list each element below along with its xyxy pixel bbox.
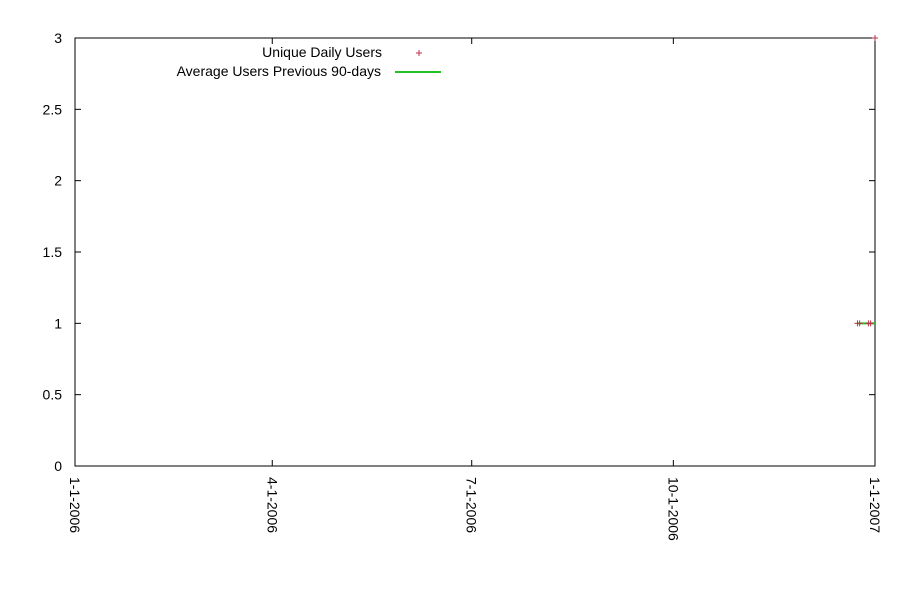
y-tick-label: 0 (54, 458, 62, 474)
x-tick-label: 4-1-2006 (264, 477, 280, 533)
x-tick-label: 1-1-2006 (67, 477, 83, 533)
x-axis: 1-1-2006 4-1-2006 7-1-2006 10-1-2006 1-1-200… (67, 38, 883, 541)
y-axis: 0 0.5 1 1.5 2 2.5 3 (43, 30, 875, 474)
plot-area (854, 35, 878, 327)
y-tick-label: 2 (54, 173, 62, 189)
legend-marker-unique-daily-users (416, 50, 422, 56)
y-tick-label: 2.5 (43, 101, 63, 117)
y-tick-label: 0.5 (43, 387, 63, 403)
y-tick-label: 1.5 (43, 244, 63, 260)
x-tick-label: 1-1-2007 (867, 477, 883, 533)
x-tick-label: 7-1-2006 (464, 477, 480, 533)
y-tick-label: 3 (54, 30, 62, 46)
legend-label-average-users: Average Users Previous 90-days (177, 63, 381, 79)
data-point-unique-daily-users (867, 320, 874, 327)
plot-frame (74, 37, 876, 467)
y-tick-label: 1 (54, 315, 62, 331)
data-point-unique-daily-users (856, 320, 863, 327)
legend: Unique Daily Users Average Users Previou… (177, 44, 441, 79)
data-point-unique-daily-users (872, 35, 878, 41)
legend-label-unique-daily-users: Unique Daily Users (262, 44, 382, 60)
x-tick-label: 10-1-2006 (665, 477, 681, 541)
